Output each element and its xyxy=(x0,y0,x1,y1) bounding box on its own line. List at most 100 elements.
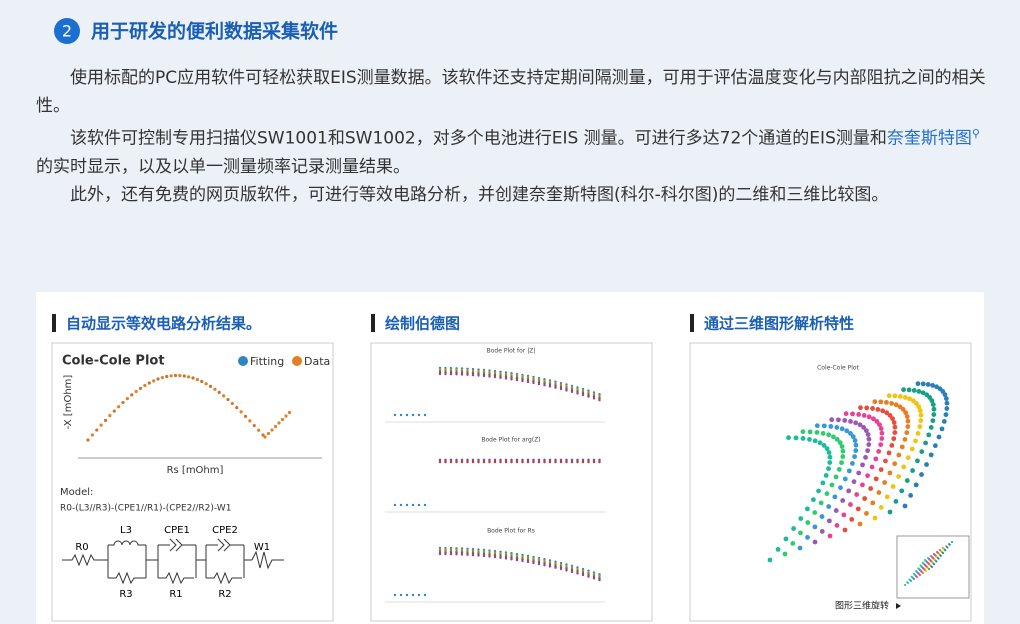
plot-dot xyxy=(930,418,936,424)
plot-dot xyxy=(537,562,541,566)
plot-dot xyxy=(510,378,513,381)
plot-dot xyxy=(482,374,486,378)
plot-dot xyxy=(565,569,568,572)
plot-dot xyxy=(872,399,878,405)
plot-dot xyxy=(482,460,486,464)
plot-dot xyxy=(767,557,773,563)
plot-dot xyxy=(270,428,274,432)
plot-dot xyxy=(488,458,491,462)
plot-dot xyxy=(842,476,848,482)
plot-dot xyxy=(130,393,134,397)
plot-dot xyxy=(936,434,942,440)
plot-dot xyxy=(944,400,950,406)
plot-dot xyxy=(904,584,906,586)
plot-dot xyxy=(587,395,590,398)
plot-dot xyxy=(117,405,121,409)
plot-dot xyxy=(548,458,552,462)
badge-number: 2 xyxy=(62,22,72,41)
link[interactable]: 奈奎斯特图 xyxy=(886,128,972,149)
plot-dot xyxy=(840,448,846,454)
plot-dot xyxy=(892,461,898,467)
plot-dot xyxy=(471,553,475,557)
plot-dot xyxy=(910,398,916,404)
plot-dot xyxy=(839,444,845,449)
plot-dot xyxy=(143,383,147,388)
plot-dot xyxy=(864,405,870,411)
plot-dot xyxy=(873,476,879,482)
plot-dot xyxy=(165,374,169,379)
plot-dot xyxy=(532,460,535,464)
plot-dot xyxy=(438,372,442,376)
plot-dot xyxy=(800,436,806,441)
plot-dot xyxy=(901,387,906,393)
plot-dot xyxy=(423,503,427,507)
plot-dot xyxy=(826,504,832,509)
plot-dot xyxy=(805,506,810,512)
plot-dot xyxy=(103,418,108,422)
component-label: R3 xyxy=(119,589,132,600)
plot-dot xyxy=(879,430,885,436)
plot-dot xyxy=(455,458,458,462)
plot-dot xyxy=(515,378,519,382)
plot-dot xyxy=(904,430,910,436)
plot-dot xyxy=(812,539,818,545)
plot-dot xyxy=(521,379,524,383)
plot-dot xyxy=(807,436,812,442)
plot-dot xyxy=(902,394,908,400)
plot-dot xyxy=(488,460,491,464)
plot-dot xyxy=(798,530,803,536)
plot-dot xyxy=(423,593,427,597)
plot-dot xyxy=(791,526,796,531)
plot-dot xyxy=(515,460,519,464)
plot-dot xyxy=(805,534,810,540)
plot-dot xyxy=(946,546,949,549)
plot-dot xyxy=(907,396,913,402)
plot-dot xyxy=(592,577,596,580)
plot-dot xyxy=(920,381,926,387)
plot-dot xyxy=(923,440,928,446)
plot-dot xyxy=(944,406,950,411)
plot-dot xyxy=(826,450,832,455)
plot-dot xyxy=(576,460,579,464)
plot-dot xyxy=(915,431,921,436)
plot-dot xyxy=(477,554,480,557)
plot-dot xyxy=(876,490,882,495)
plot-dot xyxy=(819,528,825,534)
plot-dot xyxy=(399,413,403,417)
plot-dot xyxy=(866,442,872,447)
plot-dot xyxy=(865,432,871,437)
plot-dot xyxy=(924,392,930,398)
circuit xyxy=(62,538,284,585)
plot-dot xyxy=(896,452,902,458)
plot-dot xyxy=(526,460,530,464)
plot-dot xyxy=(200,379,204,384)
plot-dot xyxy=(559,460,563,464)
plot-dot xyxy=(173,373,178,378)
plot-dot xyxy=(910,468,915,473)
plot-dot xyxy=(581,458,585,462)
legend-label: Data xyxy=(304,355,330,368)
plot-dot xyxy=(942,552,945,555)
plot-dot xyxy=(850,434,856,440)
plot-dot xyxy=(559,458,563,462)
paragraph: 该软件可控制专用扫描仪SW1001和SW1002，对多个电池进行EIS 测量。可… xyxy=(36,120,986,181)
plot-dot xyxy=(857,422,863,428)
plot-dot xyxy=(477,374,480,377)
plot-dot xyxy=(554,386,557,389)
plot-dot xyxy=(853,442,859,448)
plot-dot xyxy=(95,428,99,432)
plot-dot xyxy=(937,557,940,560)
legend-label: Fitting xyxy=(250,355,284,368)
plot-dot xyxy=(829,482,835,488)
plot-dot xyxy=(263,435,267,439)
plot-dot xyxy=(928,452,934,458)
plot-dot xyxy=(826,518,832,524)
plot-dot xyxy=(909,446,915,452)
plot-dot xyxy=(554,460,557,464)
plot-dot xyxy=(99,423,103,427)
text: 的实时显示，以及以单一测量频率记录测量结果。 xyxy=(36,156,410,177)
plot-dot xyxy=(515,558,519,562)
plot-dot xyxy=(905,424,911,429)
plot-dot xyxy=(916,576,918,578)
plot-dot xyxy=(870,500,876,506)
